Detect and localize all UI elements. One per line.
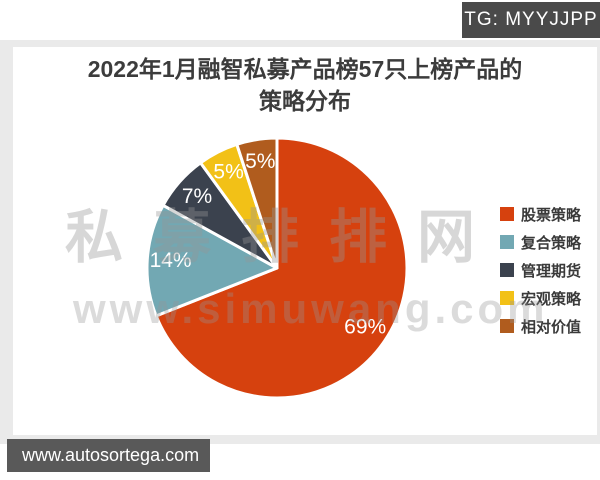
pie-slice-1 bbox=[154, 136, 409, 400]
legend-item-4: 宏观策略 bbox=[500, 284, 581, 312]
legend-label: 相对价值 bbox=[521, 318, 582, 336]
legend-swatch-icon bbox=[500, 263, 514, 277]
chart-title-line1: 2022年1月融智私募产品榜57只上榜产品的 bbox=[87, 56, 523, 82]
legend-swatch-icon bbox=[500, 207, 514, 221]
pie-slice-5 bbox=[235, 136, 279, 270]
legend-item-3: 管理期货 bbox=[500, 256, 581, 284]
telegram-badge: TG: MYYJJPP bbox=[462, 2, 600, 38]
legend-swatch-icon bbox=[500, 235, 514, 249]
legend-label: 股票策略 bbox=[521, 206, 582, 224]
legend-item-2: 复合策略 bbox=[500, 228, 581, 256]
legend-label: 管理期货 bbox=[521, 262, 582, 280]
pie-chart: 69%14%7%5% 5% bbox=[145, 136, 409, 400]
pie-value-label-3: 7% bbox=[182, 185, 212, 208]
legend-label: 复合策略 bbox=[521, 234, 582, 252]
pie-value-label-1: 69% bbox=[344, 315, 386, 338]
legend-swatch-icon bbox=[500, 291, 514, 305]
footer-url-badge: www.autosortega.com bbox=[7, 439, 210, 472]
legend-label: 宏观策略 bbox=[521, 290, 582, 308]
chart-title: 2022年1月融智私募产品榜57只上榜产品的 策略分布 bbox=[13, 53, 597, 117]
pie-value-label-4: 5% bbox=[213, 161, 243, 184]
pie-value-label-2: 14% bbox=[150, 249, 192, 272]
chart-card: 2022年1月融智私募产品榜57只上榜产品的 策略分布 69% 14% 7% 5% 5%… bbox=[13, 47, 597, 435]
legend-item-5: 相对价值 bbox=[500, 312, 581, 340]
pie-value-label-5: 5% bbox=[245, 150, 275, 173]
chart-title-line2: 策略分布 bbox=[259, 88, 351, 114]
legend-swatch-icon bbox=[500, 319, 514, 333]
pie-slice-2 bbox=[145, 203, 279, 318]
chart-legend: 股票策略复合策略管理期货宏观策略相对价值 bbox=[500, 200, 581, 340]
legend-item-1: 股票策略 bbox=[500, 200, 581, 228]
